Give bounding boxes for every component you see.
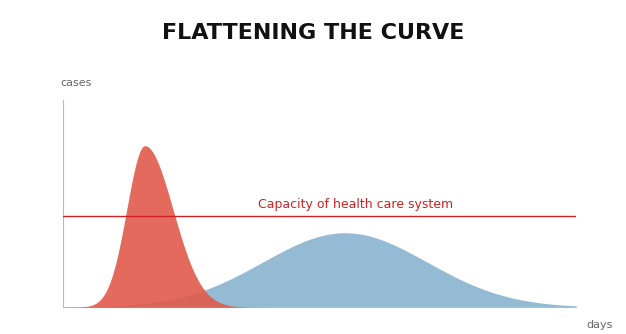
Text: Capacity of health care system: Capacity of health care system	[258, 198, 453, 211]
Text: days: days	[586, 320, 613, 330]
Text: FLATTENING THE CURVE: FLATTENING THE CURVE	[162, 23, 464, 43]
Text: cases: cases	[60, 78, 91, 88]
